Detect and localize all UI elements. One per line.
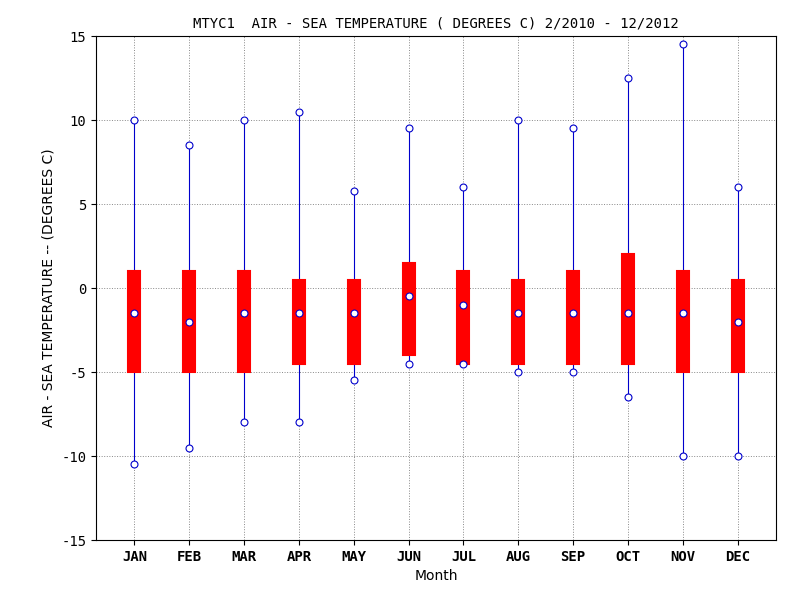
Bar <box>622 254 634 364</box>
Bar <box>183 271 195 372</box>
Bar <box>512 280 524 364</box>
Bar <box>348 280 360 364</box>
Bar <box>128 271 141 372</box>
Title: MTYC1  AIR - SEA TEMPERATURE ( DEGREES C) 2/2010 - 12/2012: MTYC1 AIR - SEA TEMPERATURE ( DEGREES C)… <box>193 17 679 31</box>
Bar <box>677 271 689 372</box>
Y-axis label: AIR - SEA TEMPERATURE -- (DEGREES C): AIR - SEA TEMPERATURE -- (DEGREES C) <box>42 149 55 427</box>
X-axis label: Month: Month <box>414 569 458 583</box>
Bar <box>458 271 470 364</box>
Bar <box>238 271 250 372</box>
Bar <box>731 280 744 372</box>
Bar <box>402 263 414 355</box>
Bar <box>293 280 305 364</box>
Bar <box>567 271 579 364</box>
